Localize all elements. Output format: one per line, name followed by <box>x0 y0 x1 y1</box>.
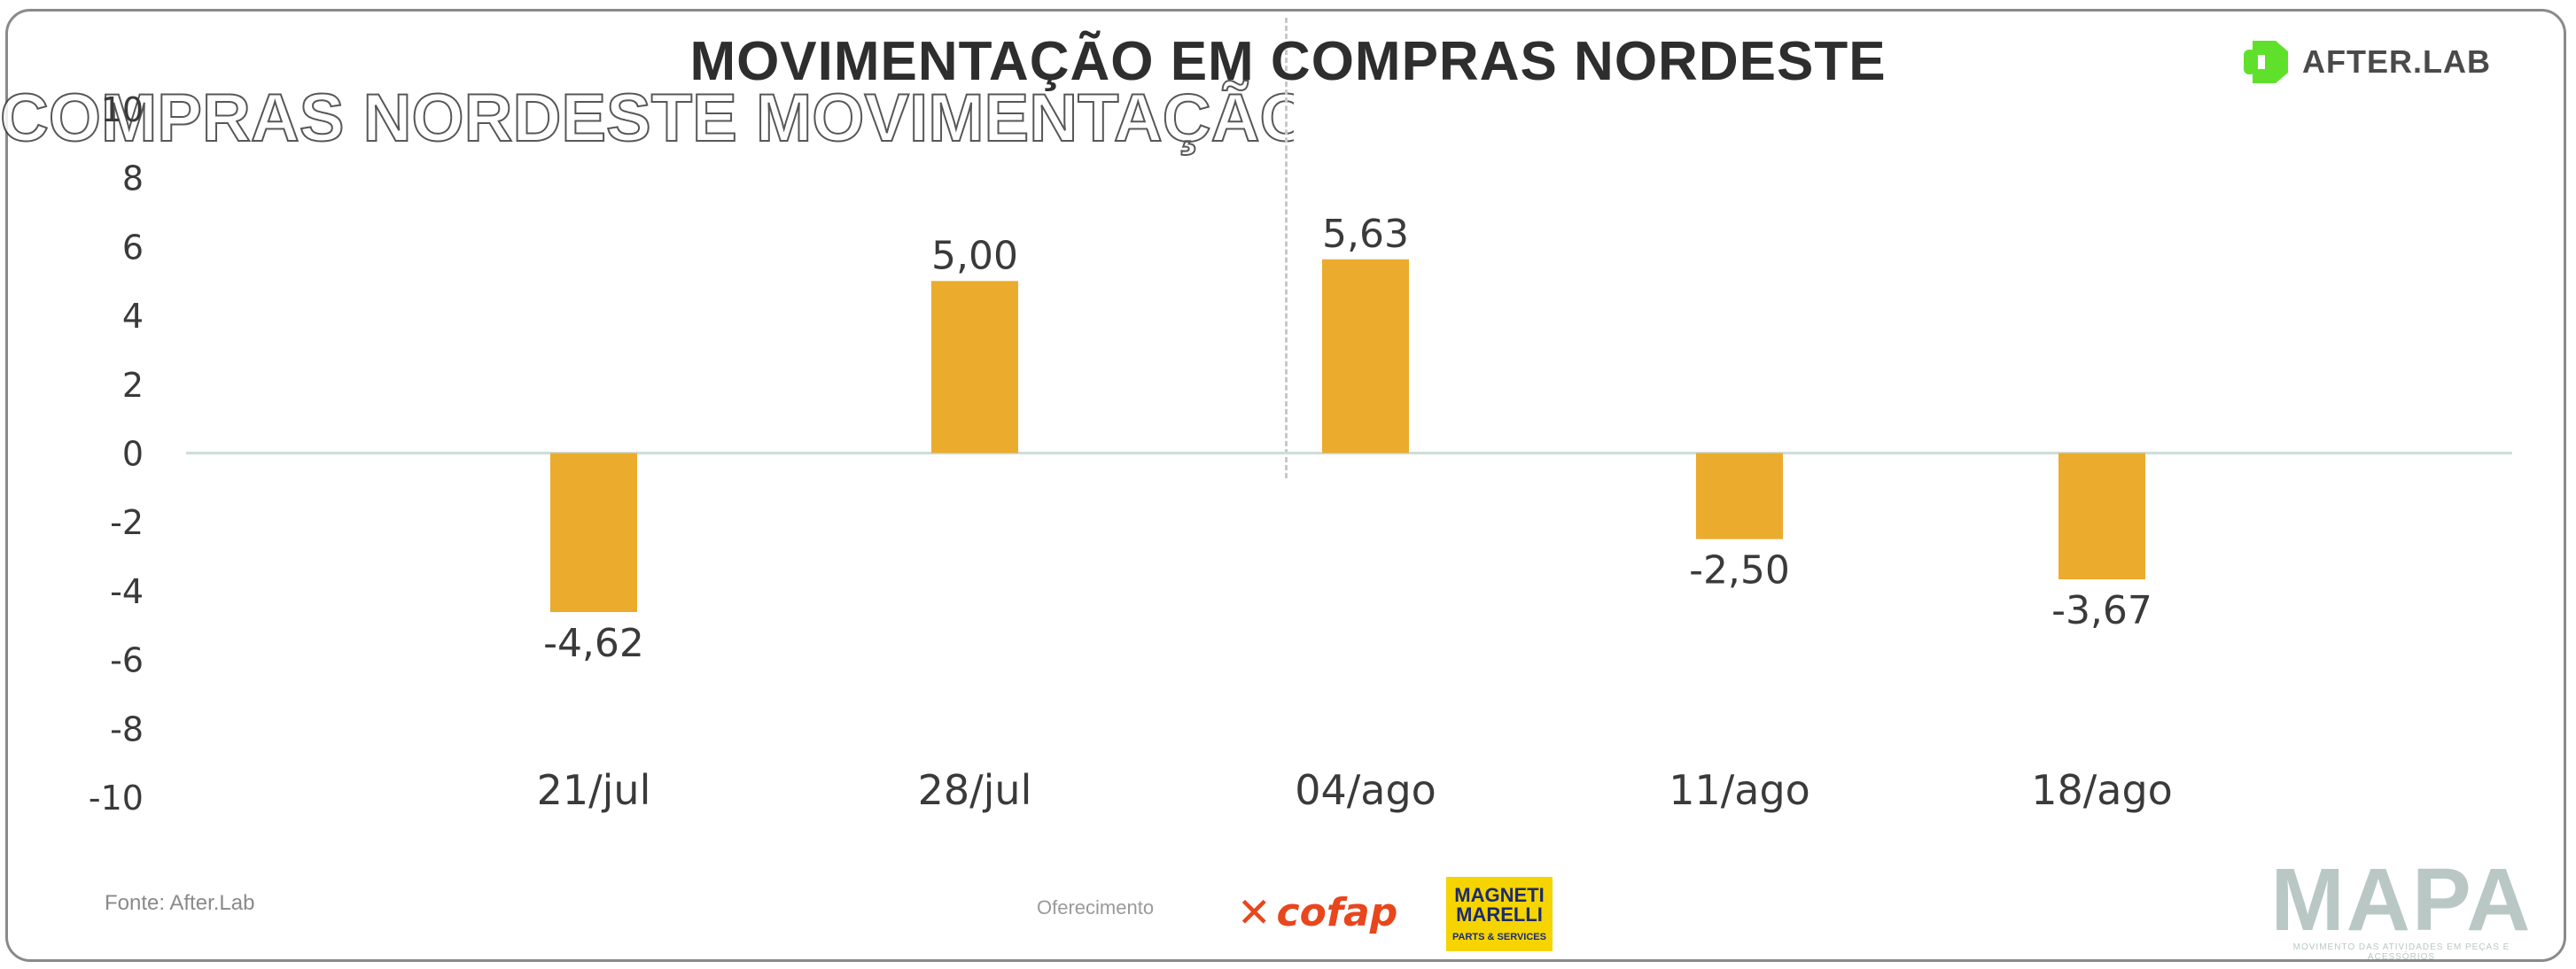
sponsor-label: Oferecimento <box>1037 896 1155 919</box>
cofap-logo: ✕ cofap <box>1237 888 1414 936</box>
y-tick-label: 6 <box>122 228 144 267</box>
afterlab-logo-text: AFTER.LAB <box>2302 43 2491 80</box>
y-tick-label: 0 <box>122 435 144 474</box>
y-tick-label: 8 <box>122 159 144 198</box>
bar <box>931 281 1018 453</box>
magneti-logo-tagline: PARTS & SERVICES <box>1452 932 1546 942</box>
bar-value-label: -4,62 <box>543 621 644 666</box>
magneti-logo-line2: MARELLI <box>1456 903 1543 926</box>
bar-value-label: -2,50 <box>1689 548 1790 593</box>
y-tick-label: -8 <box>110 709 144 748</box>
source-note: Fonte: After.Lab <box>105 891 255 915</box>
cofap-logo-text: cofap <box>1276 889 1398 935</box>
mapa-logo: MAPA MOVIMENTO DAS ATIVIDADES EM PEÇAS E… <box>2269 850 2534 962</box>
bar-value-label: 5,63 <box>1322 212 1409 257</box>
chart-title: MOVIMENTAÇÃO EM COMPRAS NORDESTE <box>689 31 1887 92</box>
y-tick-label: 2 <box>122 366 144 405</box>
y-tick-label: 10 <box>101 90 144 129</box>
x-tick-label: 11/ago <box>1669 766 1810 814</box>
y-tick-label: -6 <box>110 641 144 680</box>
afterlab-logo: AFTER.LAB <box>2240 35 2515 89</box>
afterlab-mark-icon <box>2244 41 2288 83</box>
magneti-logo-line1: MAGNETI <box>1454 884 1545 906</box>
y-tick-label: -10 <box>89 779 144 818</box>
bar-series: -4,62 5,00 5,63 -2,50 -3,67 <box>543 212 2152 666</box>
y-tick-label: -2 <box>110 503 144 542</box>
x-axis: 21/jul 28/jul 04/ago 11/ago 18/ago <box>537 766 2173 814</box>
bar <box>550 453 637 612</box>
x-tick-label: 04/ago <box>1295 766 1436 814</box>
cofap-x-icon: ✕ <box>1237 888 1272 936</box>
x-tick-label: 28/jul <box>918 766 1032 814</box>
magneti-marelli-logo: MAGNETI MARELLI PARTS & SERVICES <box>1446 877 1553 951</box>
bar <box>2058 453 2145 580</box>
bar <box>1696 453 1783 539</box>
mapa-logo-text: MAPA <box>2270 850 2533 950</box>
y-tick-label: 4 <box>122 297 144 336</box>
x-tick-label: 21/jul <box>537 766 651 814</box>
x-tick-label: 18/ago <box>2031 766 2173 814</box>
bar-value-label: 5,00 <box>931 233 1018 278</box>
mapa-logo-tagline: MOVIMENTO DAS ATIVIDADES EM PEÇAS E ACES… <box>2292 942 2510 962</box>
y-axis: 10 8 6 4 2 0 -2 -4 -6 -8 -10 <box>89 90 144 818</box>
bar-value-label: -3,67 <box>2051 588 2152 633</box>
y-tick-label: -4 <box>110 572 144 611</box>
bar <box>1322 259 1409 453</box>
ghost-title-overlay: COMPRAS NORDESTE MOVIMENTAÇÃO EM ( <box>0 80 1294 157</box>
ghost-divider <box>1285 18 1288 478</box>
